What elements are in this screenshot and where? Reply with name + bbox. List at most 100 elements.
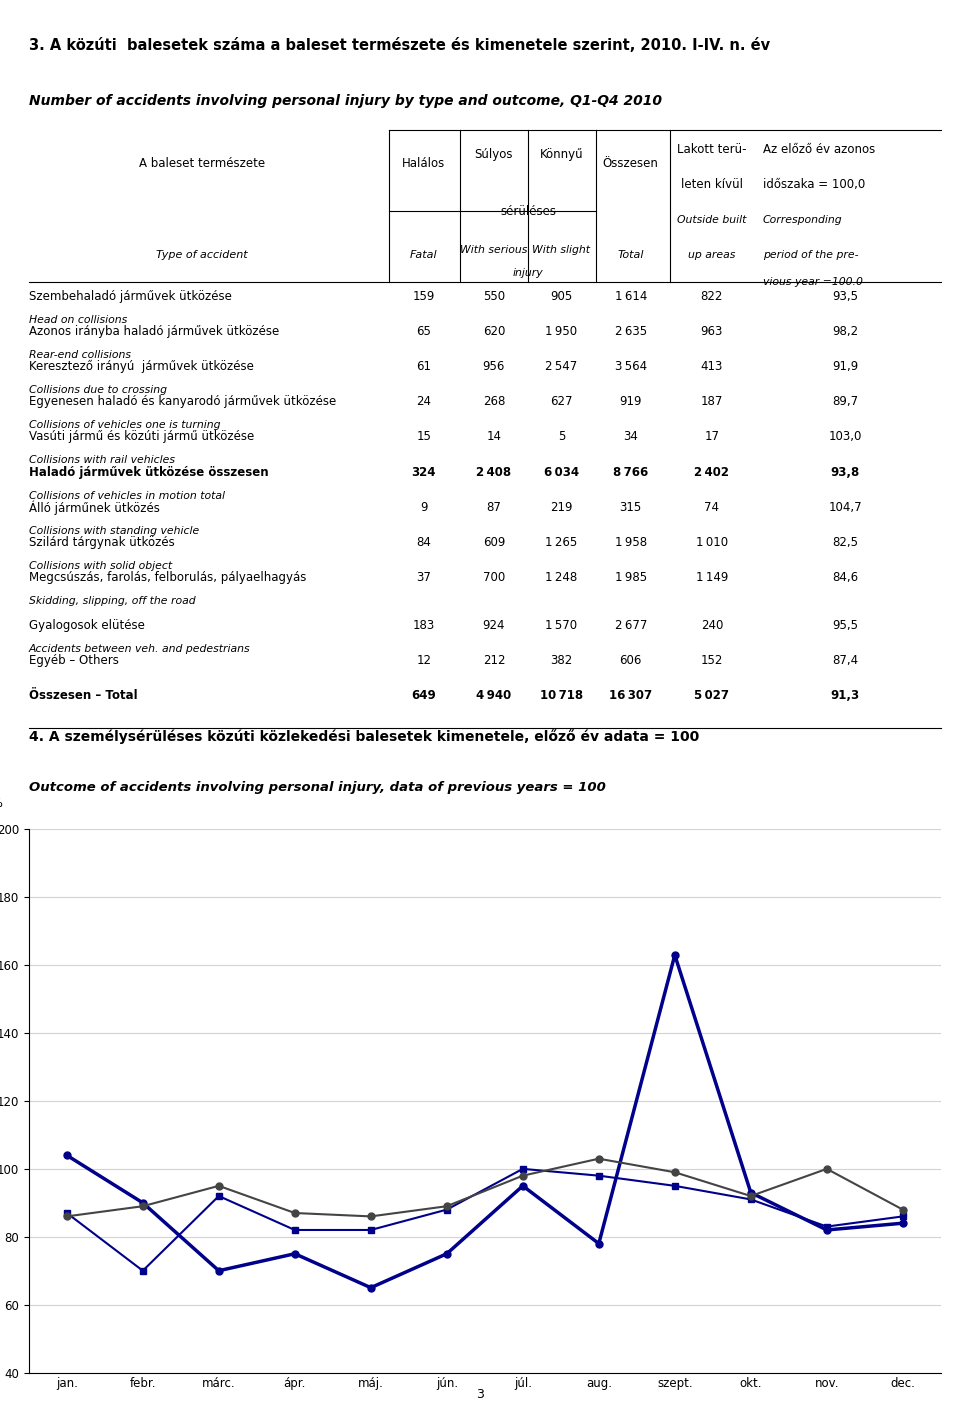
Text: Corresponding: Corresponding: [763, 215, 843, 225]
Text: period of the pre-: period of the pre-: [763, 249, 858, 259]
Text: 606: 606: [619, 654, 642, 666]
Text: 700: 700: [483, 572, 505, 584]
könnyű: [897, 1201, 908, 1218]
Text: 6 034: 6 034: [544, 466, 579, 478]
Text: Gyalogosok elütése: Gyalogosok elütése: [29, 618, 145, 631]
Text: 24: 24: [417, 395, 431, 408]
Text: Outcome of accidents involving personal injury, data of previous years = 100: Outcome of accidents involving personal …: [29, 781, 606, 794]
Text: Accidents between veh. and pedestrians: Accidents between veh. and pedestrians: [29, 644, 251, 654]
Text: Halálos: Halálos: [402, 157, 445, 170]
Text: Collisions due to crossing: Collisions due to crossing: [29, 385, 167, 395]
Text: Szembehaladó járművek ütközése: Szembehaladó járművek ütközése: [29, 290, 231, 303]
Text: 159: 159: [413, 290, 435, 303]
Text: Egyéb – Others: Egyéb – Others: [29, 654, 119, 666]
Text: With slight: With slight: [533, 245, 590, 255]
Text: 9: 9: [420, 501, 427, 514]
Text: 93,5: 93,5: [832, 290, 858, 303]
Text: Azonos irányba haladó járművek ütközése: Azonos irányba haladó járművek ütközése: [29, 325, 279, 338]
halálos: [821, 1221, 832, 1238]
súlyos: [821, 1218, 832, 1235]
Text: 2 402: 2 402: [694, 466, 730, 478]
könnyű: [745, 1187, 756, 1204]
Text: 212: 212: [483, 654, 505, 666]
Text: 17: 17: [705, 430, 719, 443]
Text: 3 564: 3 564: [614, 359, 647, 374]
Text: 187: 187: [701, 395, 723, 408]
súlyos: [897, 1208, 908, 1225]
könnyű: [213, 1177, 225, 1194]
halálos: [137, 1194, 149, 1211]
Text: up areas: up areas: [688, 249, 735, 259]
Text: 152: 152: [701, 654, 723, 666]
Text: 1 958: 1 958: [614, 536, 647, 549]
Text: 3. A közúti  balesetek száma a baleset természete és kimenetele szerint, 2010. I: 3. A közúti balesetek száma a baleset te…: [29, 38, 770, 54]
Text: 315: 315: [619, 501, 642, 514]
Text: 905: 905: [550, 290, 572, 303]
Text: Outside built: Outside built: [677, 215, 747, 225]
Text: leten kívül: leten kívül: [681, 178, 743, 191]
Text: 1 010: 1 010: [696, 536, 728, 549]
könnyű: [61, 1208, 73, 1225]
Text: 627: 627: [550, 395, 573, 408]
Text: 240: 240: [701, 618, 723, 631]
Text: 14: 14: [487, 430, 501, 443]
Text: 382: 382: [550, 654, 572, 666]
halálos: [517, 1177, 529, 1194]
halálos: [745, 1184, 756, 1201]
halálos: [593, 1235, 605, 1252]
Text: Álló járműnek ütközés: Álló járműnek ütközés: [29, 501, 159, 515]
Text: Skidding, slipping, off the road: Skidding, slipping, off the road: [29, 596, 196, 606]
Text: Keresztező irányú  járművek ütközése: Keresztező irányú járművek ütközése: [29, 359, 253, 374]
Text: 963: 963: [701, 325, 723, 338]
Line: halálos: halálos: [63, 951, 906, 1290]
Text: 5: 5: [558, 430, 565, 443]
súlyos: [593, 1167, 605, 1184]
könnyű: [669, 1163, 681, 1180]
Text: 2 408: 2 408: [476, 466, 512, 478]
Text: 37: 37: [417, 572, 431, 584]
súlyos: [213, 1187, 225, 1204]
Text: 103,0: 103,0: [828, 430, 862, 443]
Text: Head on collisions: Head on collisions: [29, 314, 127, 325]
Text: injury: injury: [513, 267, 543, 277]
Text: Összesen – Total: Összesen – Total: [29, 689, 137, 702]
Text: 219: 219: [550, 501, 573, 514]
Text: 1 950: 1 950: [545, 325, 578, 338]
Text: 2 635: 2 635: [614, 325, 647, 338]
Text: Rear-end collisions: Rear-end collisions: [29, 350, 131, 359]
Text: 98,2: 98,2: [832, 325, 858, 338]
Text: 924: 924: [483, 618, 505, 631]
Text: 3: 3: [476, 1388, 484, 1401]
Text: 95,5: 95,5: [832, 618, 858, 631]
Text: 268: 268: [483, 395, 505, 408]
Text: 609: 609: [483, 536, 505, 549]
Text: 91,9: 91,9: [832, 359, 858, 374]
Text: 10 718: 10 718: [540, 689, 583, 702]
Text: Haladó járművek ütközése összesen: Haladó járművek ütközése összesen: [29, 466, 269, 478]
Text: 5 027: 5 027: [694, 689, 730, 702]
Text: 4. A személysérüléses közúti közlekedési balesetek kimenetele, előző év adata = : 4. A személysérüléses közúti közlekedési…: [29, 730, 699, 744]
Text: 65: 65: [417, 325, 431, 338]
Text: Az előző év azonos: Az előző év azonos: [763, 143, 876, 156]
Text: 1 248: 1 248: [545, 572, 578, 584]
Text: 84: 84: [417, 536, 431, 549]
Text: 16 307: 16 307: [610, 689, 652, 702]
Text: Collisions with standing vehicle: Collisions with standing vehicle: [29, 526, 199, 536]
Text: Lakott terü-: Lakott terü-: [677, 143, 747, 156]
Text: 15: 15: [417, 430, 431, 443]
Text: Collisions of vehicles one is turning: Collisions of vehicles one is turning: [29, 420, 220, 430]
súlyos: [137, 1262, 149, 1279]
könnyű: [821, 1160, 832, 1177]
Text: 82,5: 82,5: [832, 536, 858, 549]
Text: Collisions of vehicles in motion total: Collisions of vehicles in motion total: [29, 491, 225, 501]
Text: vious year =100.0: vious year =100.0: [763, 276, 863, 286]
Text: 2 677: 2 677: [614, 618, 647, 631]
könnyű: [289, 1204, 300, 1221]
Text: 34: 34: [623, 430, 638, 443]
könnyű: [593, 1150, 605, 1167]
Text: Fatal: Fatal: [410, 249, 438, 259]
Text: 649: 649: [411, 689, 436, 702]
súlyos: [441, 1201, 452, 1218]
halálos: [213, 1262, 225, 1279]
könnyű: [365, 1208, 376, 1225]
